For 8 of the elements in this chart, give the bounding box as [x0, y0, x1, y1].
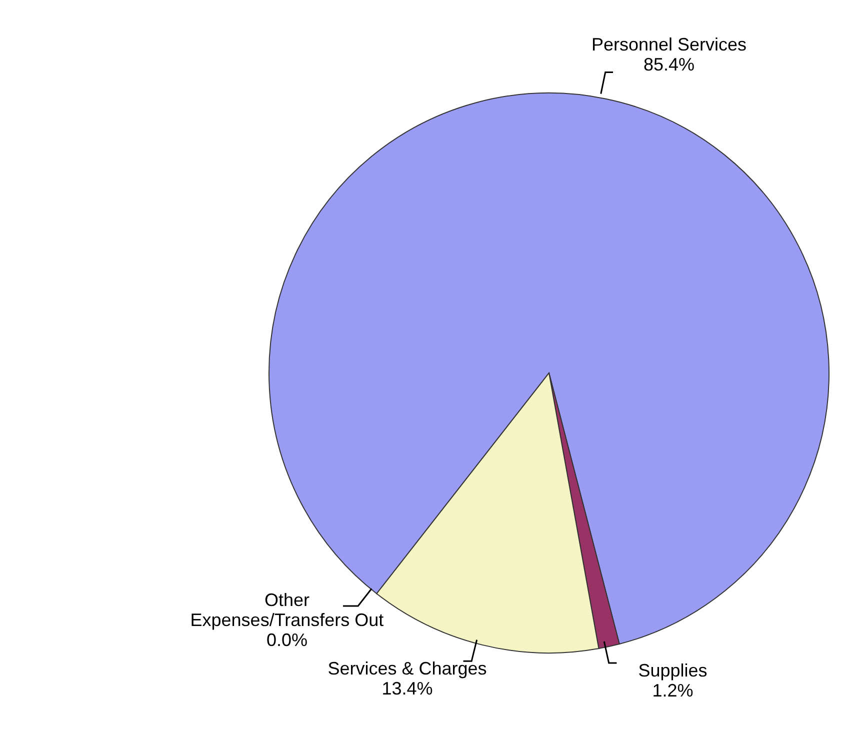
- data-label: 1.2%: [652, 680, 694, 701]
- category-label: Other Expenses/Transfers Out: [190, 590, 384, 630]
- data-label: 85.4%: [643, 54, 695, 75]
- slice-label: Supplies: [638, 660, 708, 681]
- data-label: 13.4%: [382, 678, 433, 699]
- slice-label: Personnel Services: [591, 34, 747, 55]
- text: 0.0%: [266, 630, 308, 650]
- slice-label: Services & Charges: [328, 658, 487, 679]
